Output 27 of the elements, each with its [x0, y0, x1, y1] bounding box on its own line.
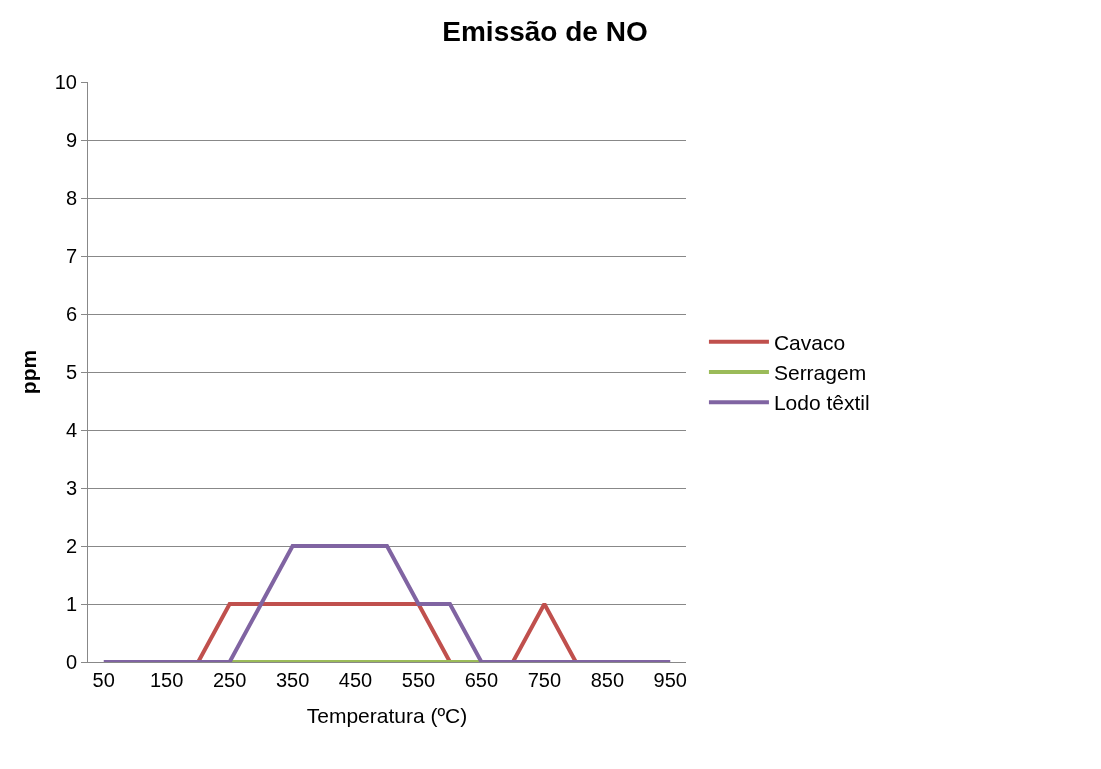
x-tick-label: 850	[590, 669, 625, 691]
y-tick-label: 1	[65, 593, 77, 615]
y-tick-label: 4	[65, 419, 77, 441]
y-tick-label: 9	[65, 129, 77, 151]
y-tick-label: 5	[65, 361, 77, 383]
y-tick-label: 10	[54, 71, 77, 93]
y-axis-title: ppm	[16, 349, 40, 395]
x-tick-label: 450	[338, 669, 373, 691]
x-tick-label: 750	[527, 669, 562, 691]
y-tick-label: 0	[65, 651, 77, 673]
x-tick-label: 250	[212, 669, 247, 691]
chart-title: Emissão de NO	[442, 15, 648, 47]
legend-label: Cavaco	[773, 330, 846, 354]
y-tick-label: 6	[65, 303, 77, 325]
x-tick-label: 150	[149, 669, 184, 691]
x-tick-label: 550	[401, 669, 436, 691]
y-tick-label: 3	[65, 477, 77, 499]
x-tick-label: 50	[92, 669, 115, 691]
x-axis-title: Temperatura (ºC)	[306, 704, 468, 728]
legend-label: Lodo têxtil	[773, 391, 870, 415]
y-tick-label: 7	[65, 245, 77, 267]
x-tick-label: 650	[464, 669, 499, 691]
legend-label: Serragem	[773, 361, 867, 385]
y-tick-label: 2	[65, 535, 77, 557]
y-tick-label: 8	[65, 187, 77, 209]
x-tick-label: 350	[275, 669, 310, 691]
x-tick-label: 950	[653, 669, 687, 691]
